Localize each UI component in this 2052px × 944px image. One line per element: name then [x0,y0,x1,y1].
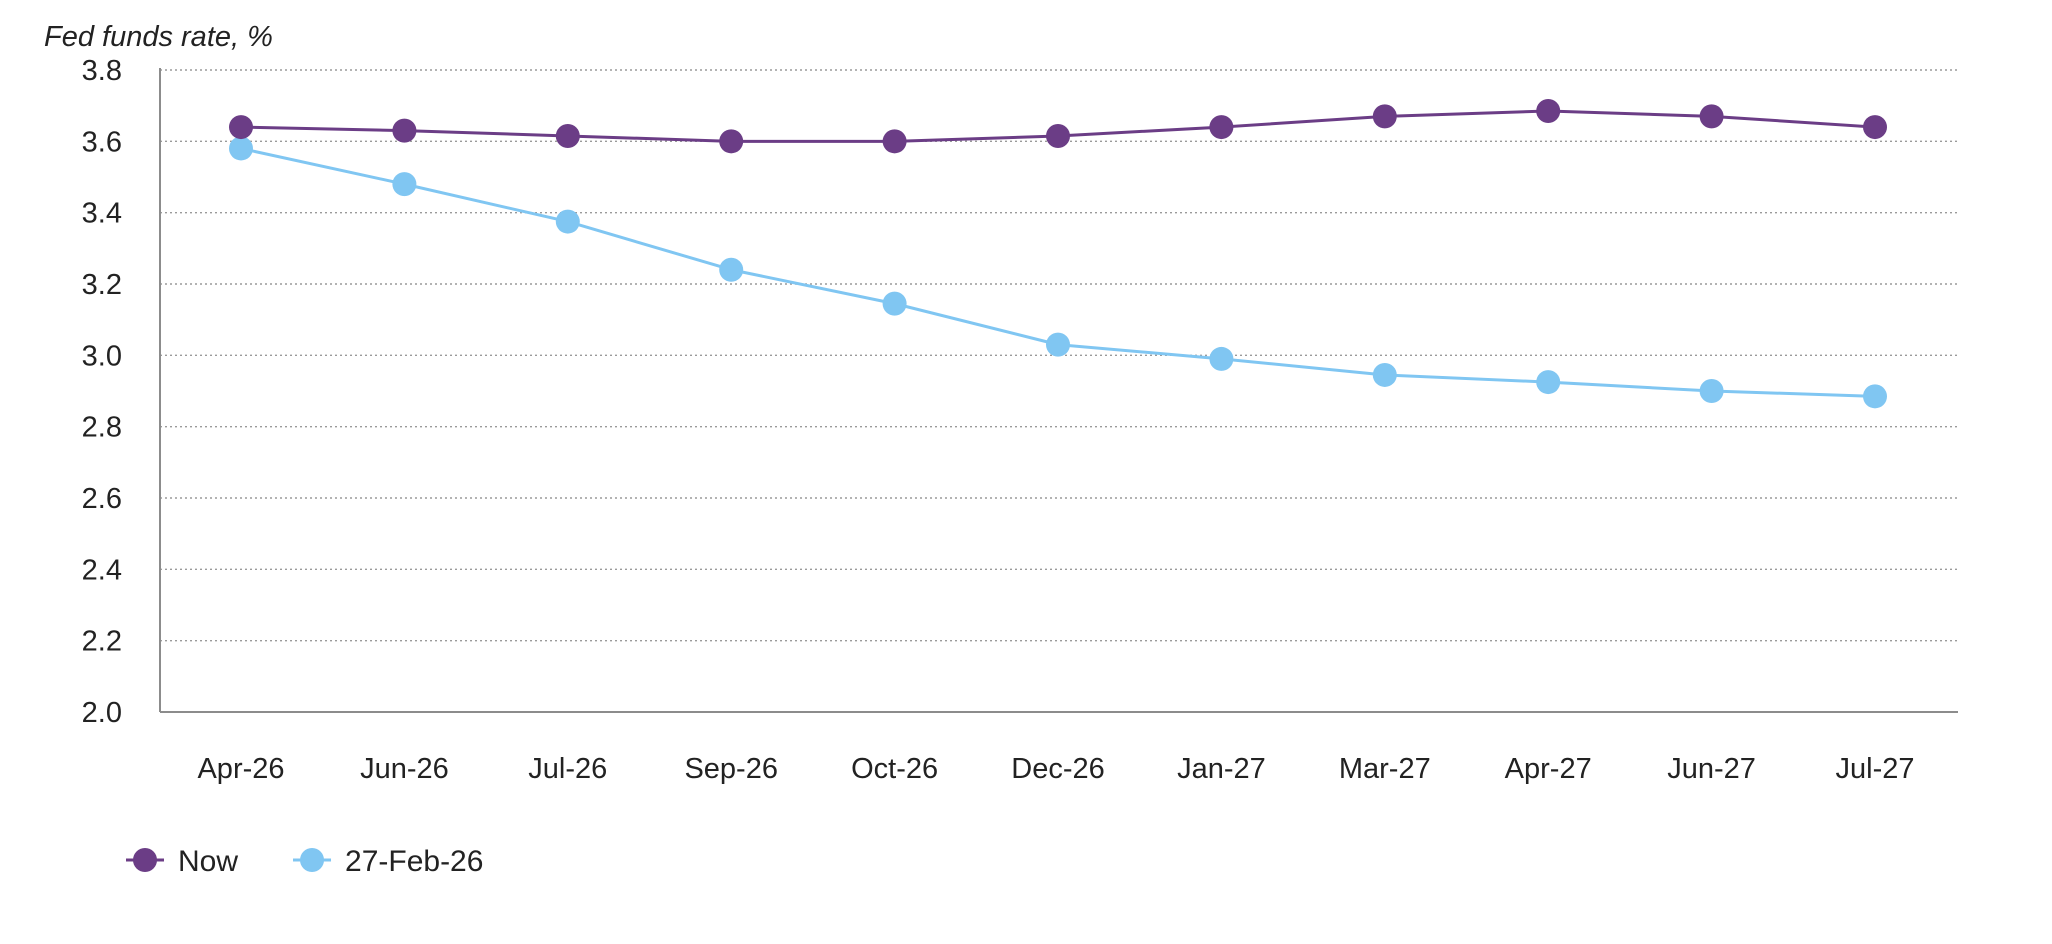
x-tick-label: Oct-26 [851,753,938,785]
x-tick-label: Apr-26 [197,753,284,785]
data-point [1536,99,1561,124]
data-point [229,115,253,140]
y-tick-label: 2.0 [82,697,122,729]
legend-item: 27-Feb-26 [293,845,483,878]
x-tick-label: Mar-27 [1339,753,1431,785]
y-tick-label: 3.6 [82,126,122,158]
x-tick-label: Jun-26 [360,753,449,785]
axes [159,68,1958,713]
data-point [555,123,580,148]
x-tick-label: Jan-27 [1177,753,1266,785]
x-tick-label: Sep-26 [684,753,778,785]
series [229,99,1887,409]
x-tick-label: Jun-27 [1667,753,1756,785]
x-tick-labels: Apr-26 Jun-26 Jul-26 Sep-26 Oct-26 Dec-26 Jan-… [197,753,1914,785]
legend: Now 27-Feb-26 [126,845,483,878]
y-tick-label: 2.2 [82,626,122,658]
series-1 [229,136,1887,409]
legend-item: Now [126,845,238,878]
y-tick-label: 2.4 [82,554,122,586]
y-tick-label: 3.8 [82,55,122,87]
data-point [882,129,907,154]
data-point [1863,384,1887,409]
legend-marker [300,848,325,872]
x-tick-label: Apr-27 [1505,753,1592,785]
y-tick-label: 3.2 [82,269,122,301]
series-0 [229,99,1887,154]
x-tick-label: Dec-26 [1011,753,1105,785]
y-tick-label: 3.0 [82,340,122,372]
data-point [1209,115,1234,140]
legend-label: 27-Feb-26 [345,845,483,878]
y-axis-title: Fed funds rate, % [44,21,273,53]
data-point [392,118,417,143]
data-point [1046,332,1070,357]
data-point [719,257,744,282]
data-point [1863,115,1887,140]
y-tick-label: 2.8 [82,412,122,444]
x-tick-label: Jul-27 [1836,753,1915,785]
data-point [1046,123,1070,148]
legend-label: Now [178,845,238,878]
data-point [392,172,417,197]
legend-marker [133,848,157,872]
series-line [240,147,1876,398]
data-point [229,136,253,161]
data-point [1699,379,1724,403]
data-point [882,291,907,316]
data-point [1372,362,1397,387]
y-tick-label: 2.6 [82,483,122,515]
data-point [1699,104,1724,129]
data-point [1536,370,1561,395]
data-point [1209,346,1234,371]
data-point [555,209,580,234]
y-tick-labels: 2.0 2.2 2.4 2.6 2.8 3.0 3.2 3.4 3.6 3.8 [82,55,122,729]
data-point [719,129,744,154]
y-tick-label: 3.4 [82,198,122,230]
data-point [1372,104,1397,129]
x-tick-label: Jul-26 [528,753,607,785]
